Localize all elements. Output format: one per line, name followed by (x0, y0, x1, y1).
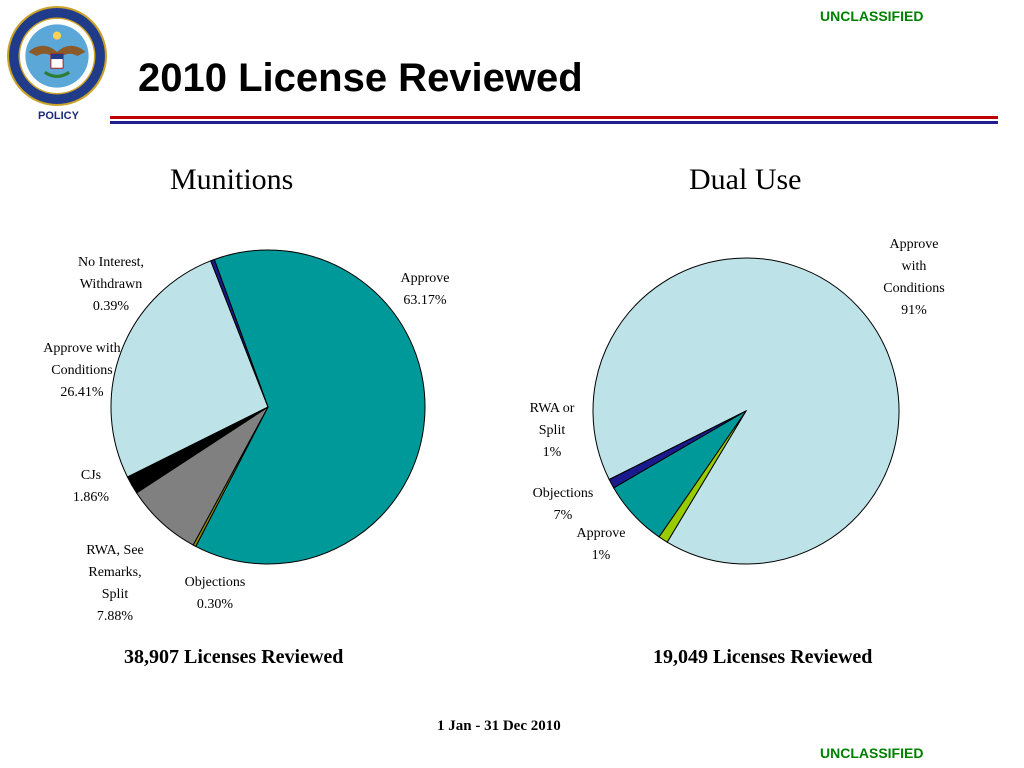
munitions-slice-0 (195, 249, 426, 565)
dualuse-slice-label-2: Objections 7% (533, 486, 594, 523)
munitions-total: 38,907 Licenses Reviewed (124, 646, 344, 668)
dod-seal-logo (7, 6, 107, 106)
dual-use-chart-title: Dual Use (689, 163, 802, 196)
dualuse-slice-3 (658, 410, 747, 543)
munitions-slice-4 (110, 260, 269, 478)
munitions-pie: Approve 63.17% Objections 0.30% RWA, See Rema… (43, 249, 450, 624)
munitions-slice-label-0: Approve 63.17% (401, 271, 450, 308)
munitions-slice-label-5: No Interest, Withdrawn 0.39% (78, 255, 144, 314)
dualuse-slice-label-1: Approve 1% (577, 526, 626, 563)
policy-label: POLICY (38, 110, 79, 122)
classification-banner-top: UNCLASSIFIED (820, 8, 924, 24)
munitions-slice-label-4: Approve with Conditions 26.41% (43, 341, 120, 400)
dualuse-slice-label-3: RWA or Split 1% (530, 401, 575, 460)
dual-use-pie: Approve with Conditions 91% Approve 1%Objecti… (530, 237, 945, 565)
munitions-slice-label-3: CJs 1.86% (73, 468, 110, 505)
munitions-chart-title: Munitions (170, 163, 294, 196)
page-title: 2010 License Reviewed (138, 56, 583, 100)
title-rule-red (110, 116, 998, 119)
munitions-slice-label-1: Objections 0.30% (185, 575, 246, 612)
date-range: 1 Jan - 31 Dec 2010 (437, 718, 561, 734)
munitions-slice-5 (210, 258, 269, 408)
classification-banner-bottom: UNCLASSIFIED (820, 745, 924, 761)
dual-use-total: 19,049 Licenses Reviewed (653, 646, 873, 668)
munitions-slice-label-2: RWA, See Remarks, Split 7.88% (86, 543, 144, 624)
title-rule-blue (110, 121, 998, 124)
dualuse-slice-label-0: Approve with Conditions 91% (883, 237, 944, 318)
